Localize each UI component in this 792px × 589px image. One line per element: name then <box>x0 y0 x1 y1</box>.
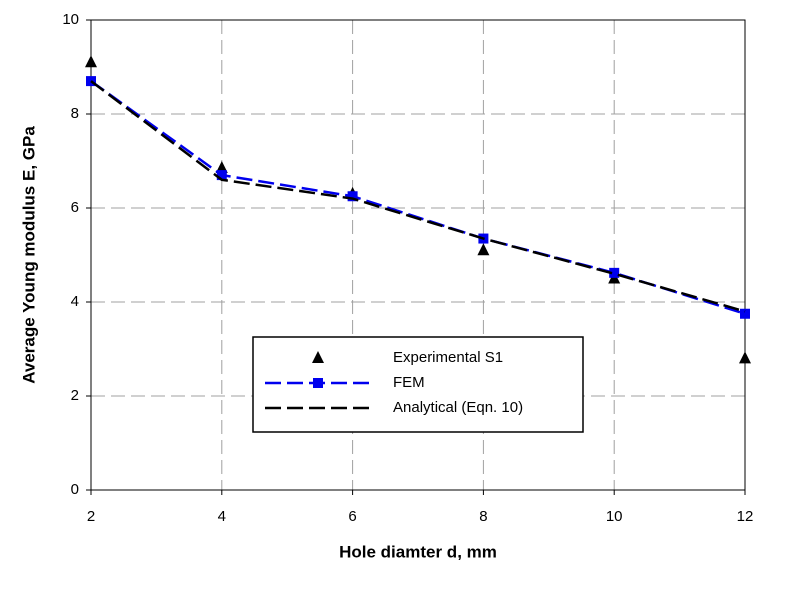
x-tick-label: 8 <box>479 508 487 525</box>
legend-box <box>252 336 584 433</box>
y-axis-title: Average Young modulus E, GPa <box>19 126 38 384</box>
x-tick-label: 12 <box>737 508 754 525</box>
y-tick-label: 4 <box>71 293 79 310</box>
marker <box>216 170 227 181</box>
legend-label: Analytical (Eqn. 10) <box>393 399 523 416</box>
x-tick-label: 10 <box>606 508 623 525</box>
y-tick-label: 0 <box>71 481 79 498</box>
y-tick-label: 10 <box>62 11 79 28</box>
y-tick-label: 8 <box>71 105 79 122</box>
legend-label: Experimental S1 <box>393 349 503 366</box>
marker <box>215 161 228 174</box>
x-tick-label: 2 <box>87 508 95 525</box>
marker <box>477 243 490 256</box>
x-tick-label: 4 <box>218 508 226 525</box>
legend-label: FEM <box>393 374 425 391</box>
marker <box>609 267 620 278</box>
marker <box>85 55 97 68</box>
y-tick-label: 2 <box>71 387 79 404</box>
x-axis-title: Hole diamter d, mm <box>339 542 497 561</box>
series-line <box>90 80 746 313</box>
marker <box>347 191 358 202</box>
x-tick-label: 6 <box>348 508 356 525</box>
plot-frame <box>90 19 746 491</box>
marker <box>739 351 751 364</box>
marker <box>312 351 324 363</box>
series-line <box>90 80 746 315</box>
marker <box>313 378 323 388</box>
y-tick-label: 6 <box>71 199 79 216</box>
marker <box>740 308 750 319</box>
